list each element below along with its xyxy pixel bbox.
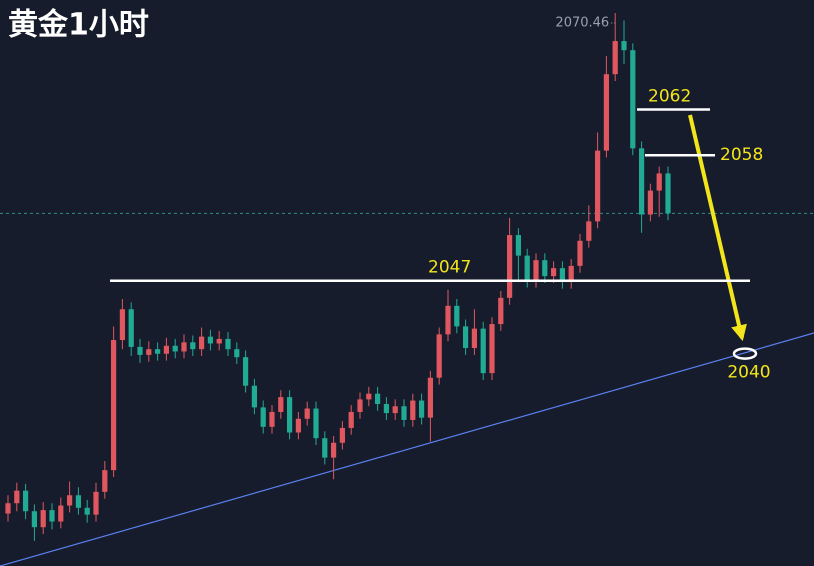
candle-body <box>383 403 389 414</box>
candle-body <box>225 338 231 350</box>
candle-body <box>322 438 328 458</box>
candle-body <box>366 393 372 400</box>
candle-body <box>304 408 310 419</box>
arrow <box>688 114 747 342</box>
candle-body <box>436 334 442 378</box>
candle-body <box>190 342 196 350</box>
candle-body <box>392 406 398 414</box>
candle-body <box>639 148 645 215</box>
candle-body <box>551 268 557 277</box>
candle-body <box>586 221 592 241</box>
candle-body <box>102 470 108 492</box>
candle-body <box>524 255 530 281</box>
candle-body <box>348 411 354 428</box>
candle-body <box>84 507 90 515</box>
candle-body <box>23 490 29 512</box>
candle-body <box>163 345 169 354</box>
candle-body <box>577 240 583 266</box>
candle-body <box>75 495 81 508</box>
candle-body <box>419 400 425 418</box>
candle-body <box>612 41 618 75</box>
candle-body <box>630 50 636 149</box>
candle-body <box>67 495 73 506</box>
candle-body <box>533 260 539 281</box>
candle-body <box>111 340 117 471</box>
candle-body <box>199 336 205 350</box>
candle-body <box>216 338 222 344</box>
chart-title: 黄金1小时 <box>8 8 149 43</box>
candle-body <box>234 349 240 358</box>
candle-body <box>665 173 671 214</box>
candle-body <box>260 407 266 427</box>
candle-body <box>155 349 161 354</box>
candle-body <box>454 305 460 327</box>
candle-body <box>401 406 407 420</box>
high-label: 2070.46 <box>555 16 609 31</box>
candle-body <box>295 418 301 433</box>
candle-body <box>181 342 187 352</box>
candle-body <box>375 393 381 404</box>
candle-body <box>207 336 213 344</box>
candle-body <box>31 511 37 528</box>
candle-body <box>287 397 293 433</box>
candle-body <box>445 305 451 335</box>
candle-body <box>313 408 319 439</box>
candle-body <box>568 265 574 282</box>
candle-body <box>93 491 99 515</box>
candle-body <box>621 41 627 51</box>
candle-body <box>146 349 152 355</box>
candle-body <box>489 324 495 374</box>
candle-body <box>498 297 504 325</box>
candle-body <box>5 503 11 514</box>
candle-body <box>243 357 249 386</box>
candle-body <box>137 346 143 355</box>
candles <box>0 13 814 541</box>
candle-body <box>331 442 337 458</box>
candle-body <box>515 235 521 256</box>
candle-body <box>471 328 477 349</box>
candle-body <box>251 385 257 408</box>
candle-body <box>427 377 433 418</box>
candle-body <box>480 328 486 374</box>
candle-body <box>278 397 284 412</box>
trend-line <box>0 332 814 566</box>
candle-body <box>128 309 134 347</box>
candle-body <box>14 490 20 504</box>
candle-body <box>40 510 46 528</box>
candle-body <box>357 399 363 412</box>
candle-body <box>58 505 64 522</box>
candle-body <box>339 427 345 443</box>
candle-body <box>507 235 513 298</box>
candle-body <box>559 268 565 282</box>
candle-body <box>49 510 55 522</box>
candle-body <box>463 326 469 349</box>
candle-body <box>656 173 662 191</box>
candle-body <box>172 345 178 352</box>
candle-body <box>410 400 416 420</box>
target-marker <box>732 347 758 360</box>
candle-body <box>647 190 653 215</box>
level-label: 2058 <box>720 145 763 165</box>
target-label: 2040 <box>727 363 770 383</box>
candle-body <box>119 309 125 341</box>
candle-body <box>542 260 548 277</box>
candle-body <box>269 411 275 427</box>
candle-body <box>603 74 609 151</box>
level-label: 2047 <box>428 258 471 278</box>
level-label: 2062 <box>648 87 691 107</box>
candle-body <box>595 150 601 222</box>
